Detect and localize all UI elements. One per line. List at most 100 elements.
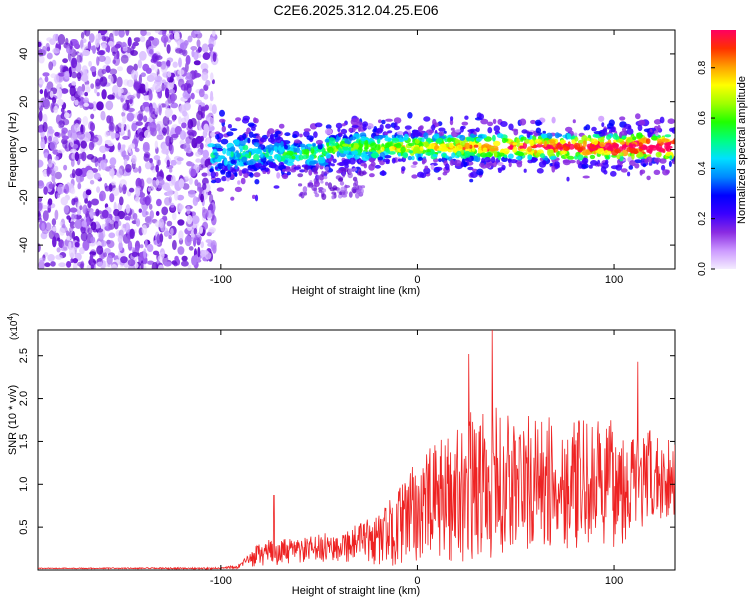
colorbar-scale bbox=[711, 30, 736, 269]
spectrogram-cell bbox=[42, 72, 50, 77]
spectrogram-cell bbox=[174, 31, 180, 40]
spectrogram-cell bbox=[79, 205, 83, 211]
spectrogram-cell bbox=[66, 261, 72, 268]
spectrogram-cell bbox=[103, 36, 110, 42]
spectrogram-cell bbox=[582, 149, 590, 156]
spectrogram-cell bbox=[485, 151, 492, 158]
spectrogram-cell bbox=[626, 137, 634, 143]
spectrogram-cell bbox=[205, 79, 211, 87]
spectrogram-cell bbox=[178, 57, 182, 68]
spectrogram-cell bbox=[369, 142, 377, 149]
spectrogram-cell bbox=[115, 124, 120, 134]
spectrogram-cell bbox=[353, 144, 358, 149]
spectrogram-cell bbox=[179, 130, 186, 141]
spectrogram-cell bbox=[473, 131, 477, 135]
spectrogram-cell bbox=[240, 177, 246, 185]
spectrogram-cell bbox=[90, 113, 95, 120]
spectrogram-cell bbox=[187, 35, 193, 43]
spectrogram-cell bbox=[603, 150, 612, 156]
spectrogram-cell bbox=[349, 136, 357, 141]
spectrogram-cell bbox=[56, 88, 63, 100]
spectrogram-cell bbox=[520, 136, 527, 141]
spectrogram-cell bbox=[471, 146, 476, 152]
spectrogram-cell bbox=[142, 101, 150, 107]
spectrogram-cell bbox=[342, 171, 346, 178]
spectrogram-cell bbox=[147, 260, 155, 265]
spectrogram-cell bbox=[559, 146, 563, 152]
spectrogram-cell bbox=[172, 239, 177, 251]
spectrogram-cell bbox=[40, 138, 46, 150]
spectrogram-cell bbox=[352, 167, 358, 172]
spectrogram-cell bbox=[299, 133, 303, 138]
spectrogram-cell bbox=[197, 46, 202, 53]
spectrogram-cell bbox=[154, 140, 158, 149]
figure-title: C2E6.2025.312.04.25.E06 bbox=[273, 2, 438, 18]
spectrogram-cell bbox=[313, 187, 318, 192]
spectrogram-cell bbox=[171, 260, 177, 265]
spectrogram-cell bbox=[210, 179, 217, 184]
spectrogram-cell bbox=[308, 155, 315, 160]
spectrogram-cell bbox=[79, 90, 85, 96]
spectrogram-cell bbox=[664, 134, 672, 138]
spectrogram-cell bbox=[161, 30, 167, 37]
spectrogram-cell bbox=[110, 181, 117, 186]
spectrogram-cell bbox=[56, 247, 61, 253]
spectrogram-cell bbox=[48, 61, 54, 71]
spectrogram-cell bbox=[45, 42, 50, 52]
spectrogram-cell bbox=[168, 89, 176, 94]
spectrogram-cell bbox=[563, 146, 570, 152]
spectrogram-cell bbox=[193, 51, 199, 61]
spectrogram-cell bbox=[99, 76, 108, 87]
spectrogram-cell bbox=[303, 130, 310, 138]
spectrogram-cell bbox=[186, 83, 192, 94]
spectrogram-cell bbox=[246, 160, 254, 166]
spectrogram-cell bbox=[438, 158, 442, 163]
spectrogram-cell bbox=[513, 129, 519, 136]
spectrogram-cell bbox=[515, 156, 522, 160]
spectrogram-cell bbox=[314, 193, 320, 198]
spectrogram-cell bbox=[203, 123, 209, 133]
spectrogram-cell bbox=[74, 123, 80, 132]
spectrogram-cell bbox=[161, 206, 169, 216]
spectrogram-cell bbox=[47, 128, 55, 134]
spectrogram-cell bbox=[137, 113, 144, 122]
spectrogram-cell bbox=[210, 131, 217, 138]
spectrogram-cell bbox=[512, 146, 518, 153]
spectrogram-cell bbox=[418, 125, 423, 133]
spectrogram-cell bbox=[88, 60, 92, 67]
spectrogram-cell bbox=[81, 220, 87, 228]
spectrogram-cell bbox=[91, 198, 99, 206]
spectrogram-cell bbox=[177, 40, 181, 49]
spectrogram-cell bbox=[75, 168, 83, 177]
spectrogram-cell bbox=[170, 102, 179, 109]
spectrogram-cell bbox=[166, 159, 170, 168]
spectrogram-cell bbox=[73, 261, 78, 269]
spectrogram-cell bbox=[131, 122, 137, 132]
spectrogram-cell bbox=[118, 220, 122, 227]
spectrogram-cell bbox=[308, 169, 313, 176]
spectrogram-cell bbox=[254, 179, 260, 185]
spectrogram-cell bbox=[171, 114, 176, 122]
spectrogram-cell bbox=[227, 147, 235, 152]
spectrogram-cell bbox=[542, 130, 546, 134]
spectrogram-cell bbox=[210, 240, 217, 250]
spectrogram-cell bbox=[634, 163, 640, 169]
spectrogram-cell bbox=[588, 164, 593, 169]
spectrogram-cell bbox=[154, 30, 160, 34]
spectrogram-cell bbox=[337, 127, 341, 132]
spectrogram-cell bbox=[456, 150, 462, 157]
spectrogram-cell bbox=[614, 149, 622, 154]
spectrogram-cell bbox=[63, 164, 68, 171]
spectrogram-cell bbox=[90, 122, 95, 132]
spectrogram-cell bbox=[637, 151, 644, 158]
spectrogram-cell bbox=[77, 261, 85, 267]
spectrogram-cell bbox=[307, 182, 314, 188]
spectrogram-cell bbox=[80, 32, 85, 39]
spectrogram-cell bbox=[38, 243, 41, 253]
spectrogram-cell bbox=[149, 49, 154, 55]
spectrogram-cell bbox=[241, 118, 250, 124]
spectrogram-cell bbox=[74, 219, 83, 229]
snr-panel: -100 0 100 0.5 1.0 1.5 2.0 2.5 Height of strai… bbox=[6, 313, 676, 597]
spectrogram-cell bbox=[487, 127, 493, 134]
spectrogram-cell bbox=[443, 130, 447, 134]
